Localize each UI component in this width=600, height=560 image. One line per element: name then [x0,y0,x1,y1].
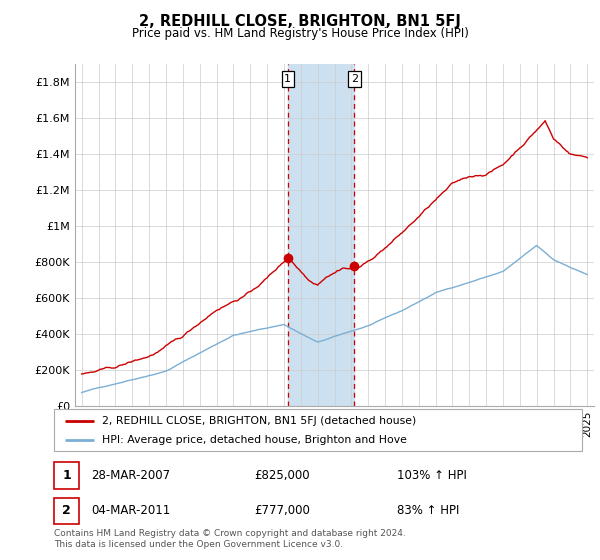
Text: 2: 2 [62,504,71,517]
Text: £777,000: £777,000 [254,504,311,517]
Text: 103% ↑ HPI: 103% ↑ HPI [397,469,467,482]
Text: £825,000: £825,000 [254,469,310,482]
Text: Contains HM Land Registry data © Crown copyright and database right 2024.
This d: Contains HM Land Registry data © Crown c… [54,529,406,549]
Text: 83% ↑ HPI: 83% ↑ HPI [397,504,460,517]
Text: Price paid vs. HM Land Registry's House Price Index (HPI): Price paid vs. HM Land Registry's House … [131,27,469,40]
Text: 04-MAR-2011: 04-MAR-2011 [91,504,170,517]
Bar [288,64,354,406]
Text: 1: 1 [284,74,292,84]
Bar [54,463,79,488]
Text: 2, REDHILL CLOSE, BRIGHTON, BN1 5FJ (detached house): 2, REDHILL CLOSE, BRIGHTON, BN1 5FJ (det… [101,416,416,426]
Text: 1: 1 [62,469,71,482]
Text: 2, REDHILL CLOSE, BRIGHTON, BN1 5FJ: 2, REDHILL CLOSE, BRIGHTON, BN1 5FJ [139,14,461,29]
Text: 28-MAR-2007: 28-MAR-2007 [91,469,170,482]
Bar [54,498,79,524]
Text: 2: 2 [350,74,358,84]
Text: HPI: Average price, detached house, Brighton and Hove: HPI: Average price, detached house, Brig… [101,435,406,445]
